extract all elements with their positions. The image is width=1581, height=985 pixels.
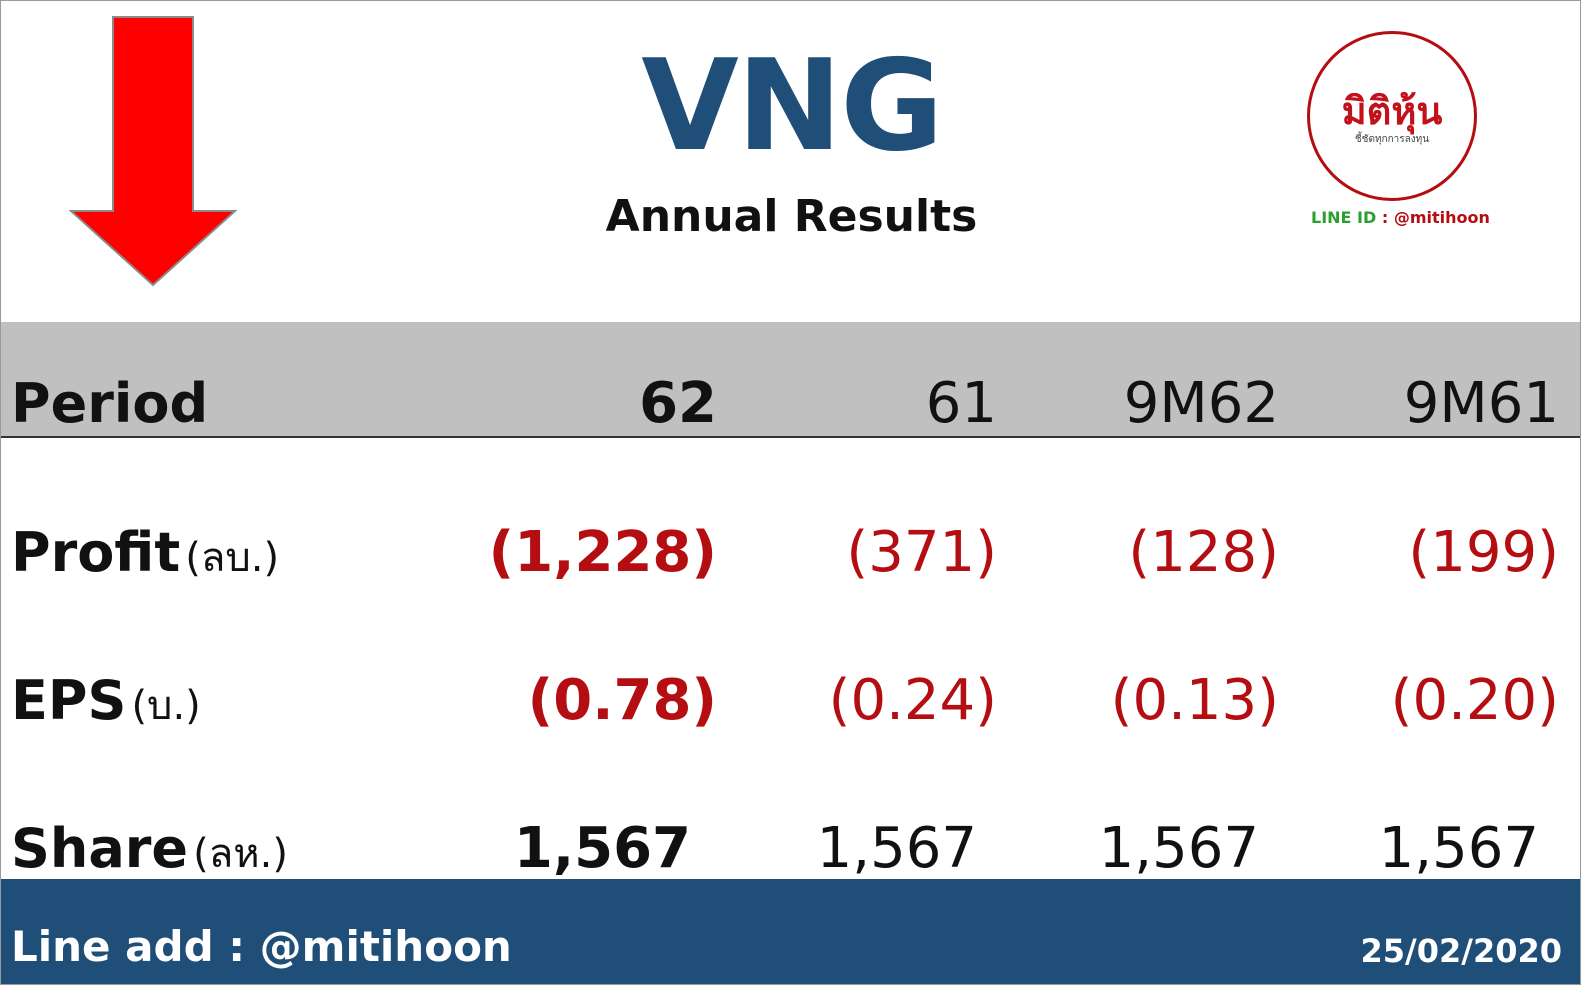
period-col-4: 9M61 xyxy=(1403,371,1559,436)
profit-value-3: (128) xyxy=(1128,520,1279,585)
line-add-text: Line add : @mitihoon xyxy=(11,922,512,971)
mitihoon-logo: มิติหุ้น ชี้ชัดทุกการลงทุน xyxy=(1307,31,1477,201)
profit-value-2: (371) xyxy=(846,520,997,585)
period-col-2: 61 xyxy=(925,371,997,436)
eps-value-2: (0.24) xyxy=(828,668,997,733)
down-arrow-icon xyxy=(69,16,238,287)
eps-label: EPS xyxy=(11,669,127,732)
eps-row-label: EPS (บ.) xyxy=(11,669,201,733)
logo-wordmark: มิติหุ้น xyxy=(1341,89,1443,133)
profit-value-1: (1,228) xyxy=(488,520,717,585)
period-col-3: 9M62 xyxy=(1123,371,1279,436)
profit-value-4: (199) xyxy=(1408,520,1559,585)
eps-value-3: (0.13) xyxy=(1110,668,1279,733)
period-label: Period xyxy=(11,372,209,435)
logo-tagline: ชี้ชัดทุกการลงทุน xyxy=(1354,134,1430,145)
ticker-symbol: VNG xyxy=(641,32,943,179)
share-value-4: 1,567 xyxy=(1378,816,1539,881)
line-id-value: : @mitihoon xyxy=(1381,208,1490,227)
period-header-band xyxy=(1,322,1580,438)
eps-value-4: (0.20) xyxy=(1390,668,1559,733)
period-col-1: 62 xyxy=(639,371,717,436)
share-value-3: 1,567 xyxy=(1098,816,1259,881)
profit-label: Profit xyxy=(11,521,181,584)
share-row-label: Share (ลห.) xyxy=(11,817,288,881)
share-value-1: 1,567 xyxy=(513,816,691,881)
eps-value-1: (0.78) xyxy=(527,668,717,733)
profit-unit: (ลบ.) xyxy=(185,535,280,581)
share-label: Share xyxy=(11,817,189,880)
share-unit: (ลห.) xyxy=(193,831,288,877)
share-value-2: 1,567 xyxy=(816,816,977,881)
eps-unit: (บ.) xyxy=(131,683,201,729)
footer-bar: Line add : @mitihoon 25/02/2020 xyxy=(1,879,1580,984)
profit-row-label: Profit (ลบ.) xyxy=(11,521,279,585)
report-subtitle: Annual Results xyxy=(605,191,978,242)
report-date: 25/02/2020 xyxy=(1360,932,1563,970)
line-id-label: LINE ID xyxy=(1311,208,1377,227)
line-id: LINE ID : @mitihoon xyxy=(1311,207,1491,229)
